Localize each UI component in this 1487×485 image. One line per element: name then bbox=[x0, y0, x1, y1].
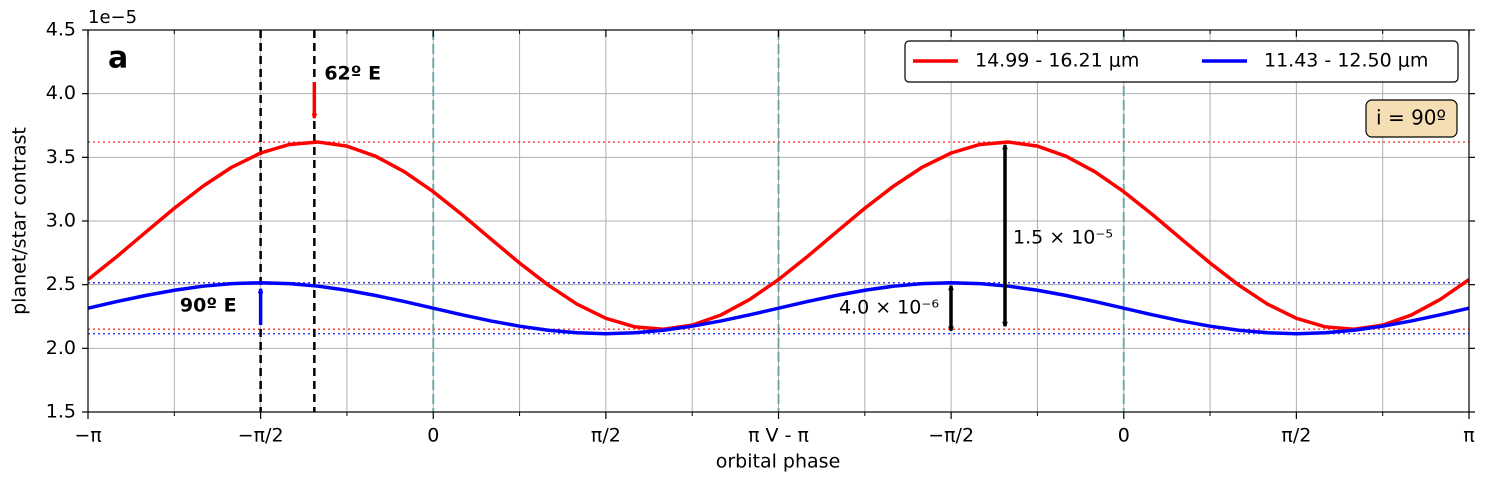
x-tick-label: π/2 bbox=[591, 425, 621, 447]
x-tick-label: 0 bbox=[1118, 425, 1130, 447]
annotation-label: 62º E bbox=[324, 63, 381, 85]
y-tick-label: 3.5 bbox=[46, 146, 76, 168]
y-tick-label: 1.5 bbox=[46, 401, 76, 423]
x-tick-label: −π bbox=[74, 425, 101, 447]
legend-box bbox=[904, 40, 1459, 83]
inclination-box bbox=[1365, 99, 1458, 138]
y-tick-label: 4.0 bbox=[46, 82, 76, 104]
x-tick-label: −π/2 bbox=[928, 425, 974, 447]
plot-layer bbox=[86, 30, 1470, 412]
y-offset-label: 1e−5 bbox=[88, 7, 137, 28]
legend-label: 14.99 - 16.21 μm bbox=[975, 50, 1139, 72]
inclination-label: i = 90º bbox=[1376, 106, 1446, 130]
x-axis-label: orbital phase bbox=[716, 451, 841, 473]
y-tick-label: 2.0 bbox=[46, 337, 76, 359]
y-axis-label: planet/star contrast bbox=[9, 127, 31, 315]
annotation-label: 4.0 × 10⁻⁶ bbox=[839, 297, 939, 319]
annotation-label: 90º E bbox=[180, 295, 237, 317]
y-tick-label: 3.0 bbox=[46, 210, 76, 232]
y-tick-label: 2.5 bbox=[46, 273, 76, 295]
x-tick-label: −π/2 bbox=[238, 425, 284, 447]
x-tick-label: 0 bbox=[427, 425, 439, 447]
legend-label: 11.43 - 12.50 μm bbox=[1264, 50, 1428, 72]
x-tick-label: π/2 bbox=[1281, 425, 1311, 447]
series-line bbox=[86, 140, 1470, 331]
annotation-label: 1.5 × 10⁻⁵ bbox=[1013, 227, 1113, 249]
series-line bbox=[87, 281, 1470, 336]
x-tick-label: π V - π bbox=[748, 425, 809, 447]
panel-label: a bbox=[108, 41, 128, 76]
y-tick-label: 4.5 bbox=[46, 19, 76, 41]
x-tick-label: π bbox=[1463, 425, 1474, 447]
